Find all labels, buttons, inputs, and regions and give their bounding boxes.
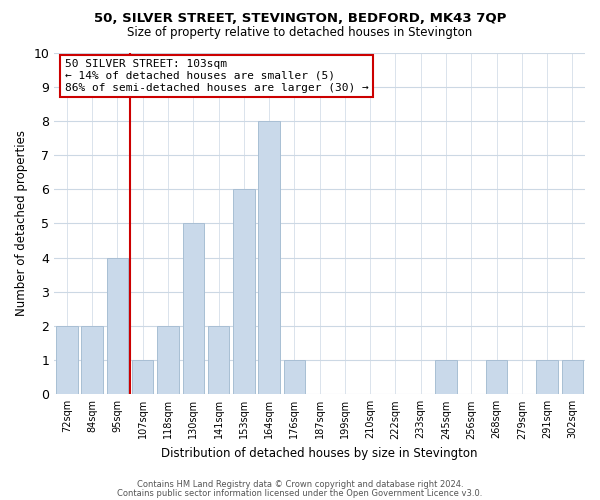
Bar: [259, 121, 280, 394]
Text: Contains HM Land Registry data © Crown copyright and database right 2024.: Contains HM Land Registry data © Crown c…: [137, 480, 463, 489]
Bar: [132, 360, 154, 394]
Text: Contains public sector information licensed under the Open Government Licence v3: Contains public sector information licen…: [118, 488, 482, 498]
Bar: [435, 360, 457, 394]
Bar: [536, 360, 558, 394]
Bar: [486, 360, 507, 394]
Text: 50, SILVER STREET, STEVINGTON, BEDFORD, MK43 7QP: 50, SILVER STREET, STEVINGTON, BEDFORD, …: [94, 12, 506, 26]
Bar: [562, 360, 583, 394]
Text: Size of property relative to detached houses in Stevington: Size of property relative to detached ho…: [127, 26, 473, 39]
X-axis label: Distribution of detached houses by size in Stevington: Distribution of detached houses by size …: [161, 447, 478, 460]
Text: 50 SILVER STREET: 103sqm
← 14% of detached houses are smaller (5)
86% of semi-de: 50 SILVER STREET: 103sqm ← 14% of detach…: [65, 60, 368, 92]
Bar: [157, 326, 179, 394]
Bar: [208, 326, 229, 394]
Y-axis label: Number of detached properties: Number of detached properties: [15, 130, 28, 316]
Bar: [107, 258, 128, 394]
Bar: [56, 326, 77, 394]
Bar: [182, 224, 204, 394]
Bar: [233, 189, 254, 394]
Bar: [82, 326, 103, 394]
Bar: [284, 360, 305, 394]
